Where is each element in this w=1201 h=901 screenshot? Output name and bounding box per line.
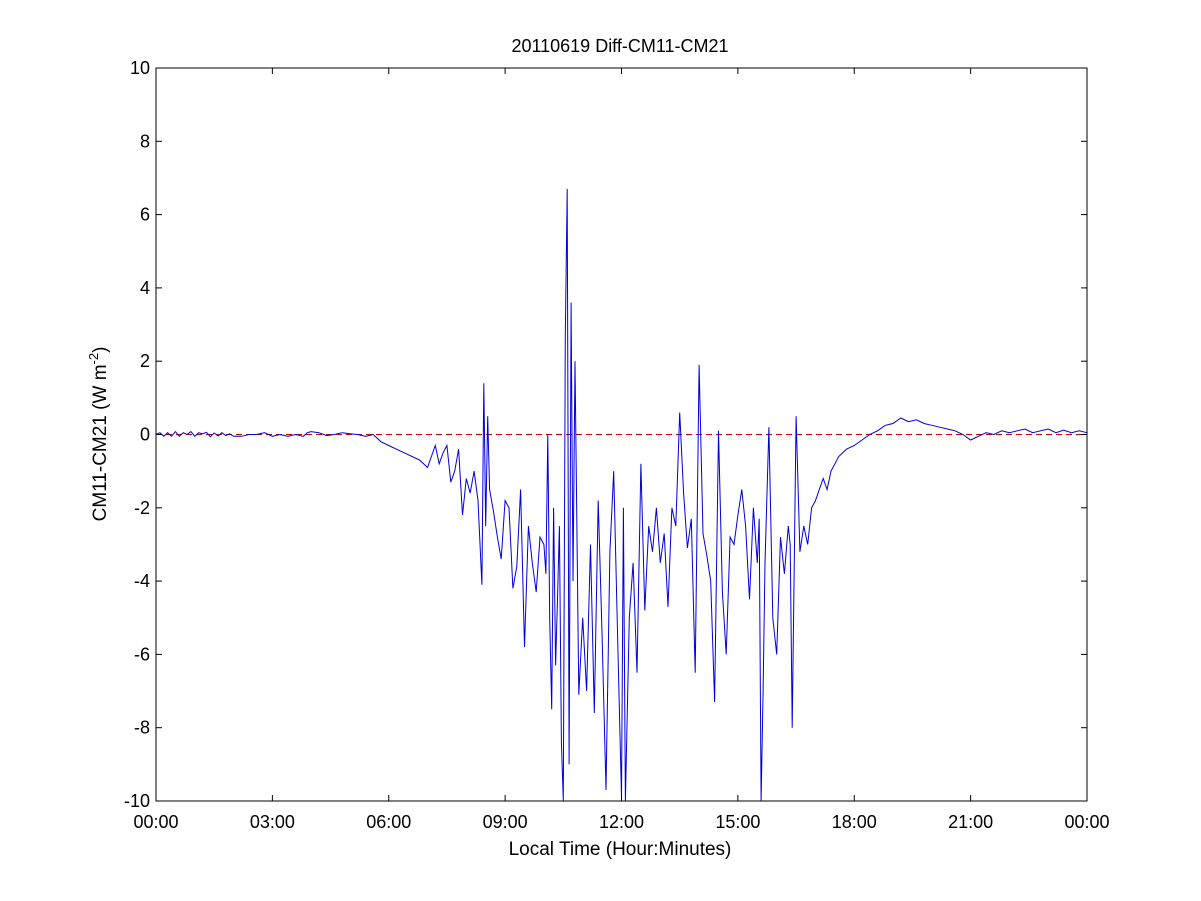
y-tick-label: 2 <box>140 351 150 371</box>
plot-area <box>155 188 1088 802</box>
chart-title: 20110619 Diff-CM11-CM21 <box>511 36 728 56</box>
y-tick-label: 10 <box>130 58 150 78</box>
axis-ticks <box>155 67 1088 802</box>
y-tick-label: 6 <box>140 205 150 225</box>
y-tick-label: -4 <box>134 571 150 591</box>
x-tick-label: 00:00 <box>1064 812 1109 832</box>
y-tick-label: 4 <box>140 278 150 298</box>
series-line-0 <box>155 188 1088 802</box>
y-tick-label: -2 <box>134 498 150 518</box>
x-tick-label: 15:00 <box>715 812 760 832</box>
x-tick-label: 00:00 <box>133 812 178 832</box>
y-tick-label: -6 <box>134 644 150 664</box>
x-tick-label: 18:00 <box>832 812 877 832</box>
y-tick-label: 0 <box>140 425 150 445</box>
tick-labels: 00:00 03:00 06:00 09:00 12:00 15:00 18:00 21:00… <box>124 58 1110 832</box>
x-tick-label: 03:00 <box>250 812 295 832</box>
y-axis-label-superscript: -2 <box>86 353 101 365</box>
x-axis-label: Local Time (Hour:Minutes) <box>509 839 732 860</box>
y-axis-label-main: CM11-CM21 (W m <box>90 364 111 521</box>
y-tick-label: -10 <box>124 791 150 811</box>
y-tick-label: 8 <box>140 131 150 151</box>
x-tick-label: 09:00 <box>483 812 528 832</box>
y-tick-label: -8 <box>134 718 150 738</box>
y-axis-label-close: ) <box>90 347 111 353</box>
axes-frame <box>155 67 1088 802</box>
y-axis-label: CM11-CM21 (W m-2) <box>86 347 111 522</box>
x-tick-label: 21:00 <box>948 812 993 832</box>
x-tick-label: 12:00 <box>599 812 644 832</box>
x-tick-label: 06:00 <box>366 812 411 832</box>
